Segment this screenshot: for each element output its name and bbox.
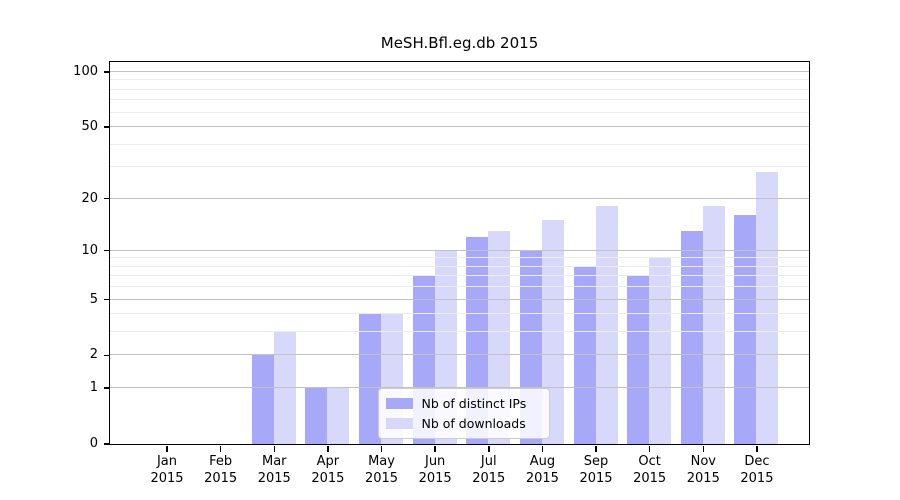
y-tick-label: 100 <box>73 64 98 80</box>
y-tick <box>104 387 110 389</box>
legend: Nb of distinct IPs Nb of downloads <box>377 387 550 439</box>
y-tick-label: 2 <box>89 347 98 363</box>
bar-oct-distinct-ips <box>627 275 650 444</box>
y-tick-label: 0 <box>89 436 98 451</box>
y-tick <box>104 71 110 73</box>
major-gridline <box>109 354 809 356</box>
x-tick <box>702 445 705 452</box>
minor-gridline <box>109 265 809 267</box>
x-tick-label: Aug 2015 <box>525 454 559 486</box>
major-gridline <box>109 126 809 128</box>
y-tick <box>104 197 110 200</box>
minor-gridline <box>109 286 809 288</box>
major-gridline <box>109 197 809 199</box>
minor-gridline <box>109 331 809 333</box>
x-tick-label: Oct 2015 <box>633 454 667 486</box>
y-tick <box>104 443 110 445</box>
x-tick-label: May 2015 <box>364 454 399 486</box>
x-tick-label: Jan 2015 <box>150 454 184 486</box>
minor-gridline <box>109 313 809 315</box>
legend-swatch-downloads <box>385 417 413 429</box>
major-gridline <box>109 249 809 251</box>
x-tick <box>166 445 168 452</box>
legend-label-distinct-ips: Nb of distinct IPs <box>421 395 527 411</box>
x-tick-label: Dec 2015 <box>740 454 774 486</box>
x-tick <box>273 445 275 452</box>
y-tick-label: 10 <box>81 242 98 258</box>
bar-oct-downloads <box>649 257 672 444</box>
major-gridline <box>109 298 809 300</box>
legend-item-distinct-ips: Nb of distinct IPs <box>385 395 540 411</box>
y-tick <box>104 249 110 252</box>
y-tick-label: 5 <box>89 291 98 307</box>
x-tick <box>488 445 490 452</box>
x-tick <box>219 445 222 452</box>
minor-gridline <box>109 143 809 145</box>
x-tick-label: Jul 2015 <box>472 454 506 486</box>
x-tick-label: Nov 2015 <box>686 454 720 486</box>
y-tick-label: 50 <box>81 119 98 135</box>
x-tick <box>327 445 329 452</box>
bar-sep-downloads <box>595 206 618 444</box>
minor-gridline <box>109 99 809 101</box>
grid-layer <box>109 62 809 444</box>
bar-mar-distinct-ips <box>251 354 274 444</box>
bar-nov-distinct-ips <box>680 230 703 444</box>
x-tick-label: Jun 2015 <box>418 454 452 486</box>
bar-dec-distinct-ips <box>734 215 757 444</box>
x-tick-label: Sep 2015 <box>579 454 613 486</box>
bar-apr-downloads <box>327 387 350 444</box>
x-tick-label: Mar 2015 <box>257 454 291 486</box>
plot-area: Nb of distinct IPs Nb of downloads <box>108 60 810 445</box>
y-tick <box>104 354 110 357</box>
y-tick-label: 1 <box>89 380 98 396</box>
x-tick <box>648 445 651 452</box>
x-tick <box>541 445 544 452</box>
bar-may-distinct-ips <box>359 313 382 444</box>
bar-nov-downloads <box>702 206 725 444</box>
minor-gridline <box>109 79 809 81</box>
y-tick <box>104 126 110 128</box>
minor-gridline <box>109 275 809 277</box>
x-tick-label: Apr 2015 <box>311 454 345 486</box>
minor-gridline <box>109 257 809 259</box>
minor-gridline <box>109 111 809 113</box>
legend-swatch-distinct-ips <box>385 397 413 409</box>
x-tick <box>380 445 383 452</box>
legend-label-downloads: Nb of downloads <box>421 415 526 431</box>
legend-item-downloads: Nb of downloads <box>385 415 540 431</box>
x-tick <box>595 445 597 452</box>
y-tick-label: 20 <box>81 190 98 206</box>
bar-dec-downloads <box>756 172 779 444</box>
major-gridline <box>109 71 809 73</box>
minor-gridline <box>109 166 809 168</box>
x-tick <box>756 445 758 452</box>
x-tick <box>434 445 436 452</box>
x-tick-label: Feb 2015 <box>204 454 238 486</box>
bar-apr-distinct-ips <box>305 387 328 444</box>
chart-title: MeSH.Bfl.eg.db 2015 <box>380 34 539 52</box>
y-tick <box>104 298 110 301</box>
minor-gridline <box>109 88 809 90</box>
